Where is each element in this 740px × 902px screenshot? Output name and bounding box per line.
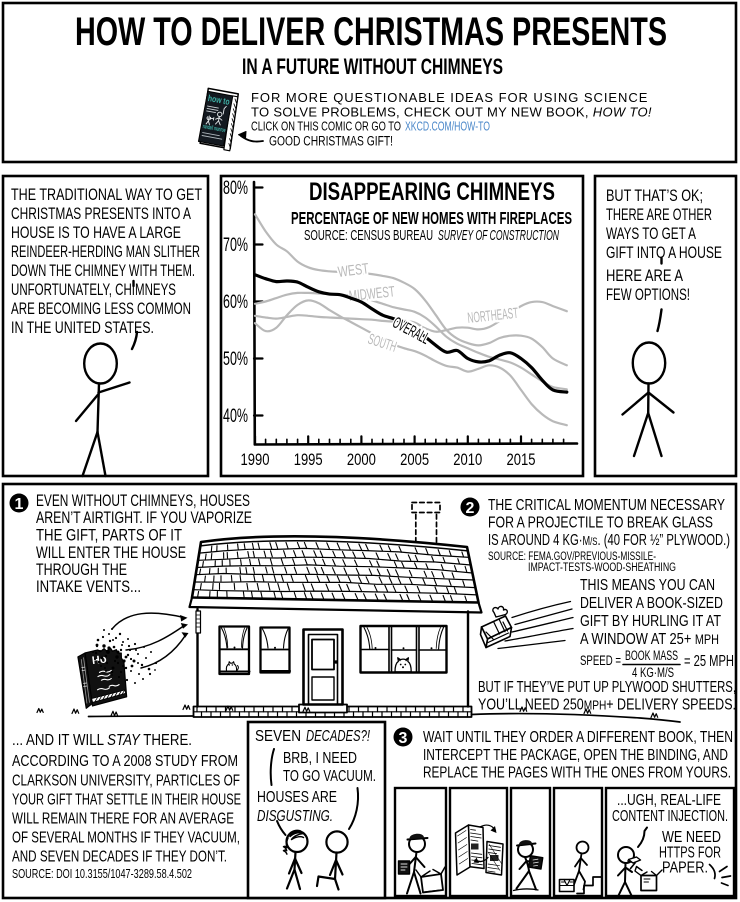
svg-text:ARE BECOMING LESS COMMON: ARE BECOMING LESS COMMON <box>11 300 191 318</box>
svg-text:HOW TO DELIVER CHRISTMAS PRESE: HOW TO DELIVER CHRISTMAS PRESENTS <box>75 10 667 54</box>
svg-text:1990: 1990 <box>241 450 270 469</box>
svg-text:2: 2 <box>466 500 475 517</box>
svg-text:TO GO VACUUM.: TO GO VACUUM. <box>283 768 376 785</box>
svg-text:... AND IT WILL STAY THERE.: ... AND IT WILL STAY THERE. <box>12 732 192 749</box>
svg-text:IS AROUND 4 KG·M/S. (40 FOR ½”: IS AROUND 4 KG·M/S. (40 FOR ½” PLYWOOD.) <box>488 532 730 549</box>
svg-text:3: 3 <box>399 730 408 747</box>
svg-text:FEW OPTIONS!: FEW OPTIONS! <box>606 286 690 304</box>
svg-text:= 25 MPH: = 25 MPH <box>684 653 734 670</box>
svg-text:CLICK ON THIS COMIC OR GO TO: CLICK ON THIS COMIC OR GO TO <box>251 120 401 134</box>
svg-text:WILL REMAIN THERE FOR AN AVERA: WILL REMAIN THERE FOR AN AVERAGE <box>12 811 234 828</box>
svg-text:SOURCE: DOI 10.3155/1047-3289.: SOURCE: DOI 10.3155/1047-3289.58.4.502 <box>12 867 192 881</box>
svg-text:ACCORDING TO A 2008 STUDY FROM: ACCORDING TO A 2008 STUDY FROM <box>12 753 238 770</box>
svg-text:AREN’T AIRTIGHT. IF YOU VAPORI: AREN’T AIRTIGHT. IF YOU VAPORIZE <box>36 509 252 527</box>
svg-text:AND SEVEN DECADES IF THEY DON’: AND SEVEN DECADES IF THEY DON’T. <box>12 849 227 866</box>
svg-text:OF SEVERAL MONTHS IF THEY VACU: OF SEVERAL MONTHS IF THEY VACUUM, <box>12 830 240 847</box>
svg-text:XKCD.COM/HOW-TO: XKCD.COM/HOW-TO <box>405 120 490 134</box>
svg-text:BRB, I NEED: BRB, I NEED <box>283 750 357 767</box>
svg-text:BUT IF THEY’VE PUT UP PLYWOOD: BUT IF THEY’VE PUT UP PLYWOOD SHUTTERS, <box>478 679 736 696</box>
svg-text:UNFORTUNATELY, CHIMNEYS: UNFORTUNATELY, CHIMNEYS <box>11 281 176 299</box>
svg-text:DELIVER A BOOK-SIZED: DELIVER A BOOK-SIZED <box>580 595 723 612</box>
svg-text:1995: 1995 <box>294 450 323 469</box>
svg-text:EVEN WITHOUT CHIMNEYS, HOUSES: EVEN WITHOUT CHIMNEYS, HOUSES <box>36 492 250 510</box>
svg-text:HOUSES ARE: HOUSES ARE <box>257 789 337 806</box>
svg-text:INTERCEPT THE PACKAGE, OPEN TH: INTERCEPT THE PACKAGE, OPEN THE BINDING,… <box>423 747 728 764</box>
svg-text:FOR MORE QUESTIONABLE IDEAS FO: FOR MORE QUESTIONABLE IDEAS FOR USING SC… <box>251 90 648 105</box>
svg-text:IN THE UNITED STATES.: IN THE UNITED STATES. <box>11 319 154 337</box>
svg-text:YOUR GIFT THAT SETTLE IN THEIR: YOUR GIFT THAT SETTLE IN THEIR HOUSE <box>12 792 241 809</box>
svg-text:2005: 2005 <box>400 450 429 469</box>
svg-text:2000: 2000 <box>347 450 376 469</box>
svg-text:SOURCE: CENSUS BUREAU: SOURCE: CENSUS BUREAU <box>304 228 433 244</box>
svg-text:CHRISTMAS PRESENTS INTO A: CHRISTMAS PRESENTS INTO A <box>11 205 191 223</box>
svg-text:HTTPS FOR: HTTPS FOR <box>659 845 721 862</box>
svg-text:HERE ARE A: HERE ARE A <box>606 267 683 285</box>
svg-text:SPEED =: SPEED = <box>580 653 621 668</box>
svg-text:WILL ENTER THE HOUSE: WILL ENTER THE HOUSE <box>36 544 186 562</box>
svg-text:YOU’LL NEED 250MPH+ DELIVERY S: YOU’LL NEED 250MPH+ DELIVERY SPEEDS. <box>478 697 736 714</box>
svg-text:CONTENT INJECTION.: CONTENT INJECTION. <box>612 808 728 825</box>
svg-text:THE CRITICAL MOMENTUM NECESSAR: THE CRITICAL MOMENTUM NECESSARY <box>488 497 725 514</box>
svg-text:REPLACE THE PAGES WITH THE ONE: REPLACE THE PAGES WITH THE ONES FROM YOU… <box>423 765 731 782</box>
svg-text:how to: how to <box>207 93 231 107</box>
svg-text:THIS MEANS YOU CAN: THIS MEANS YOU CAN <box>580 577 715 594</box>
svg-text:DISGUSTING.: DISGUSTING. <box>257 808 333 825</box>
svg-text:A WINDOW AT 25+ MPH: A WINDOW AT 25+ MPH <box>580 631 719 648</box>
svg-text:SOURCE: FEMA.GOV/PREVIOUS-MISS: SOURCE: FEMA.GOV/PREVIOUS-MISSILE- <box>488 551 656 563</box>
svg-text:THROUGH THE: THROUGH THE <box>36 561 127 579</box>
svg-text:Ho: Ho <box>91 653 107 667</box>
svg-text:THE TRADITIONAL WAY TO GET: THE TRADITIONAL WAY TO GET <box>11 186 202 204</box>
svg-text:4 KG·M/S: 4 KG·M/S <box>632 665 674 680</box>
svg-text:...UGH, REAL-LIFE: ...UGH, REAL-LIFE <box>617 792 721 809</box>
svg-text:2015: 2015 <box>507 450 536 469</box>
svg-text:SEVEN: SEVEN <box>255 728 301 745</box>
svg-text:SURVEY OF CONSTRUCTION: SURVEY OF CONSTRUCTION <box>438 228 559 244</box>
svg-text:FOR A PROJECTILE TO BREAK GLAS: FOR A PROJECTILE TO BREAK GLASS <box>488 515 713 532</box>
svg-text:PAPER.: PAPER. <box>662 860 708 877</box>
svg-text:50%: 50% <box>223 349 248 370</box>
svg-text:PERCENTAGE OF NEW HOMES WITH F: PERCENTAGE OF NEW HOMES WITH FIREPLACES <box>291 208 572 228</box>
svg-text:randall munroe: randall munroe <box>202 124 226 134</box>
svg-text:DISAPPEARING CHIMNEYS: DISAPPEARING CHIMNEYS <box>309 178 555 206</box>
svg-text:1: 1 <box>15 496 24 513</box>
svg-text:TO SOLVE PROBLEMS, CHECK OUT M: TO SOLVE PROBLEMS, CHECK OUT MY NEW BOOK… <box>251 105 652 120</box>
svg-text:WAYS TO GET A: WAYS TO GET A <box>606 225 696 243</box>
svg-text:DECADES?!: DECADES?! <box>306 728 370 745</box>
svg-text:GIFT INTO A HOUSE: GIFT INTO A HOUSE <box>606 244 722 262</box>
svg-text:INTAKE VENTS...: INTAKE VENTS... <box>36 578 141 596</box>
svg-text:BOOK MASS: BOOK MASS <box>625 648 678 663</box>
svg-text:40%: 40% <box>223 406 248 427</box>
svg-text:REINDEER-HERDING MAN SLITHER: REINDEER-HERDING MAN SLITHER <box>11 243 200 261</box>
svg-text:60%: 60% <box>223 292 248 313</box>
svg-text:GOOD CHRISTMAS GIFT!: GOOD CHRISTMAS GIFT! <box>269 134 393 149</box>
svg-text:80%: 80% <box>223 178 248 199</box>
svg-text:WAIT UNTIL THEY ORDER A DIFFER: WAIT UNTIL THEY ORDER A DIFFERENT BOOK, … <box>423 729 733 746</box>
svg-text:GIFT BY HURLING IT AT: GIFT BY HURLING IT AT <box>580 613 721 630</box>
svg-text:THE GIFT, PARTS OF IT: THE GIFT, PARTS OF IT <box>36 527 182 545</box>
svg-text:CLARKSON UNIVERSITY, PARTICLES: CLARKSON UNIVERSITY, PARTICLES OF <box>12 773 240 790</box>
svg-text:WE NEED: WE NEED <box>662 829 721 846</box>
svg-text:IN A FUTURE WITHOUT CHIMNEYS: IN A FUTURE WITHOUT CHIMNEYS <box>242 54 503 79</box>
svg-text:HOUSE IS TO HAVE A LARGE: HOUSE IS TO HAVE A LARGE <box>11 224 181 242</box>
svg-text:DOWN THE CHIMNEY WITH THEM.: DOWN THE CHIMNEY WITH THEM. <box>11 262 195 280</box>
svg-text:IMPACT-TESTS-WOOD-SHEATHING: IMPACT-TESTS-WOOD-SHEATHING <box>528 562 676 574</box>
svg-text:THERE ARE OTHER: THERE ARE OTHER <box>606 206 712 224</box>
svg-text:BUT THAT’S OK;: BUT THAT’S OK; <box>606 187 703 205</box>
svg-text:70%: 70% <box>223 235 248 256</box>
svg-text:2010: 2010 <box>453 450 482 469</box>
